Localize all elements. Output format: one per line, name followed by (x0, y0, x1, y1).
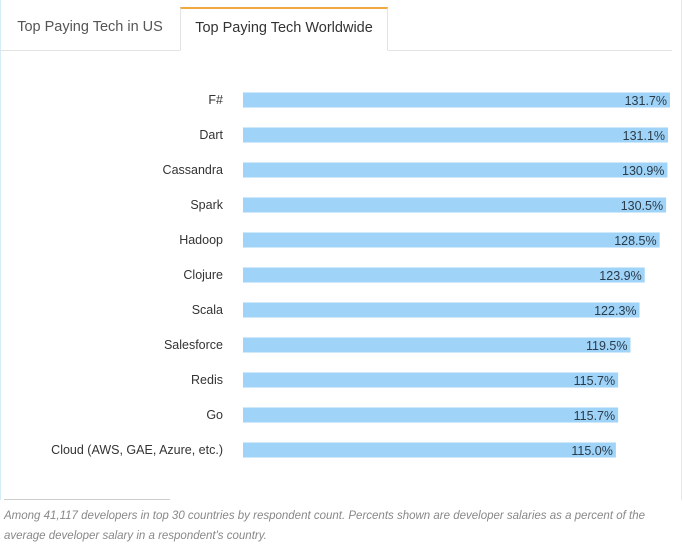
bar (243, 337, 631, 353)
footnote-divider (4, 499, 170, 500)
frame-left-border (0, 0, 1, 500)
category-label: Cassandra (163, 163, 223, 177)
bar-value-label: 119.5% (586, 339, 627, 353)
tab-bar: Top Paying Tech in US Top Paying Tech Wo… (0, 0, 672, 51)
category-label: Cloud (AWS, GAE, Azure, etc.) (51, 443, 223, 457)
bar-value-label: 131.7% (625, 94, 667, 108)
bar (243, 127, 669, 143)
bar-value-label: 128.5% (614, 234, 656, 248)
bar (243, 92, 670, 108)
bar (243, 372, 619, 388)
bar-chart: F# 131.7% Dart 131.1% Cassandra 130.9% Spark 13… (51, 92, 670, 458)
bar-value-label: 131.1% (623, 129, 665, 143)
category-label: Redis (191, 373, 223, 387)
bar (243, 197, 667, 213)
tab-top-paying-us[interactable]: Top Paying Tech in US (17, 19, 163, 35)
category-label: F# (208, 93, 223, 107)
bar-value-label: 115.0% (571, 444, 612, 458)
bar-value-label: 130.5% (621, 199, 663, 213)
bar-value-label: 130.9% (622, 164, 664, 178)
bar (243, 442, 616, 458)
category-label: Scala (192, 303, 223, 317)
category-label: Go (206, 408, 223, 422)
tab-top-paying-worldwide[interactable]: Top Paying Tech Worldwide (180, 7, 388, 51)
category-label: Salesforce (164, 338, 223, 352)
category-label: Clojure (183, 268, 223, 282)
category-label: Dart (199, 128, 223, 142)
footnote: Among 41,117 developers in top 30 countr… (4, 510, 645, 542)
category-label: Hadoop (179, 233, 223, 247)
bar-value-label: 115.7% (574, 409, 615, 423)
frame-right-border (681, 0, 682, 500)
bar (243, 232, 660, 248)
bar-value-label: 123.9% (599, 269, 641, 283)
category-label: Spark (190, 198, 223, 212)
bar-value-label: 122.3% (594, 304, 636, 318)
bar (243, 267, 645, 283)
bar (243, 407, 619, 423)
bar-value-label: 115.7% (574, 374, 615, 388)
bar (243, 302, 640, 318)
bar (243, 162, 668, 178)
